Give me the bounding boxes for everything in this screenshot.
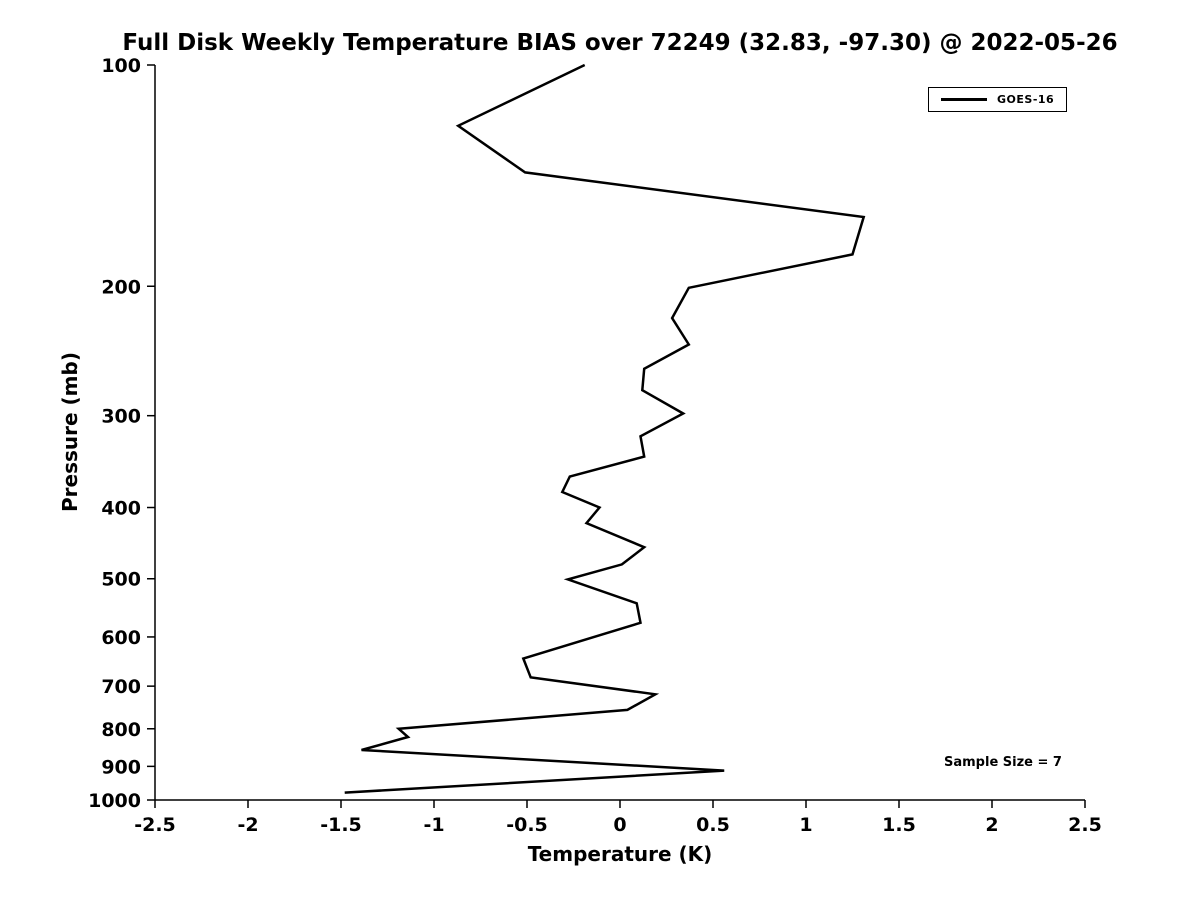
x-axis-label: Temperature (K) xyxy=(527,842,713,866)
sample-size-annotation: Sample Size = 7 xyxy=(944,755,1062,770)
x-tick-label: 1.5 xyxy=(882,814,916,836)
x-tick-label: 2.5 xyxy=(1068,814,1102,836)
x-tick-label: 2 xyxy=(985,814,998,836)
x-tick-label: -1.5 xyxy=(320,814,362,836)
y-tick-label: 300 xyxy=(101,406,141,428)
x-tick-label: -1 xyxy=(423,814,444,836)
x-tick-label: 0.5 xyxy=(696,814,730,836)
legend-label: GOES-16 xyxy=(997,93,1055,106)
chart-title: Full Disk Weekly Temperature BIAS over 7… xyxy=(122,30,1118,56)
y-tick-label: 100 xyxy=(101,55,141,77)
y-tick-label: 600 xyxy=(101,627,141,649)
y-tick-label: 400 xyxy=(101,498,141,520)
x-tick-label: 1 xyxy=(799,814,812,836)
y-tick-label: 700 xyxy=(101,676,141,698)
goes16-bias-line xyxy=(344,63,866,794)
x-tick-label: -2.5 xyxy=(134,814,176,836)
y-tick-label: 1000 xyxy=(88,790,141,812)
legend: GOES-16 xyxy=(928,87,1068,112)
y-tick-label: 900 xyxy=(101,756,141,778)
x-tick-label: 0 xyxy=(613,814,626,836)
x-tick-label: -2 xyxy=(237,814,258,836)
x-tick-label: -0.5 xyxy=(506,814,548,836)
y-tick-label: 800 xyxy=(101,719,141,741)
legend-line-sample xyxy=(941,98,987,101)
y-tick-label: 200 xyxy=(101,276,141,298)
y-tick-label: 500 xyxy=(101,569,141,591)
